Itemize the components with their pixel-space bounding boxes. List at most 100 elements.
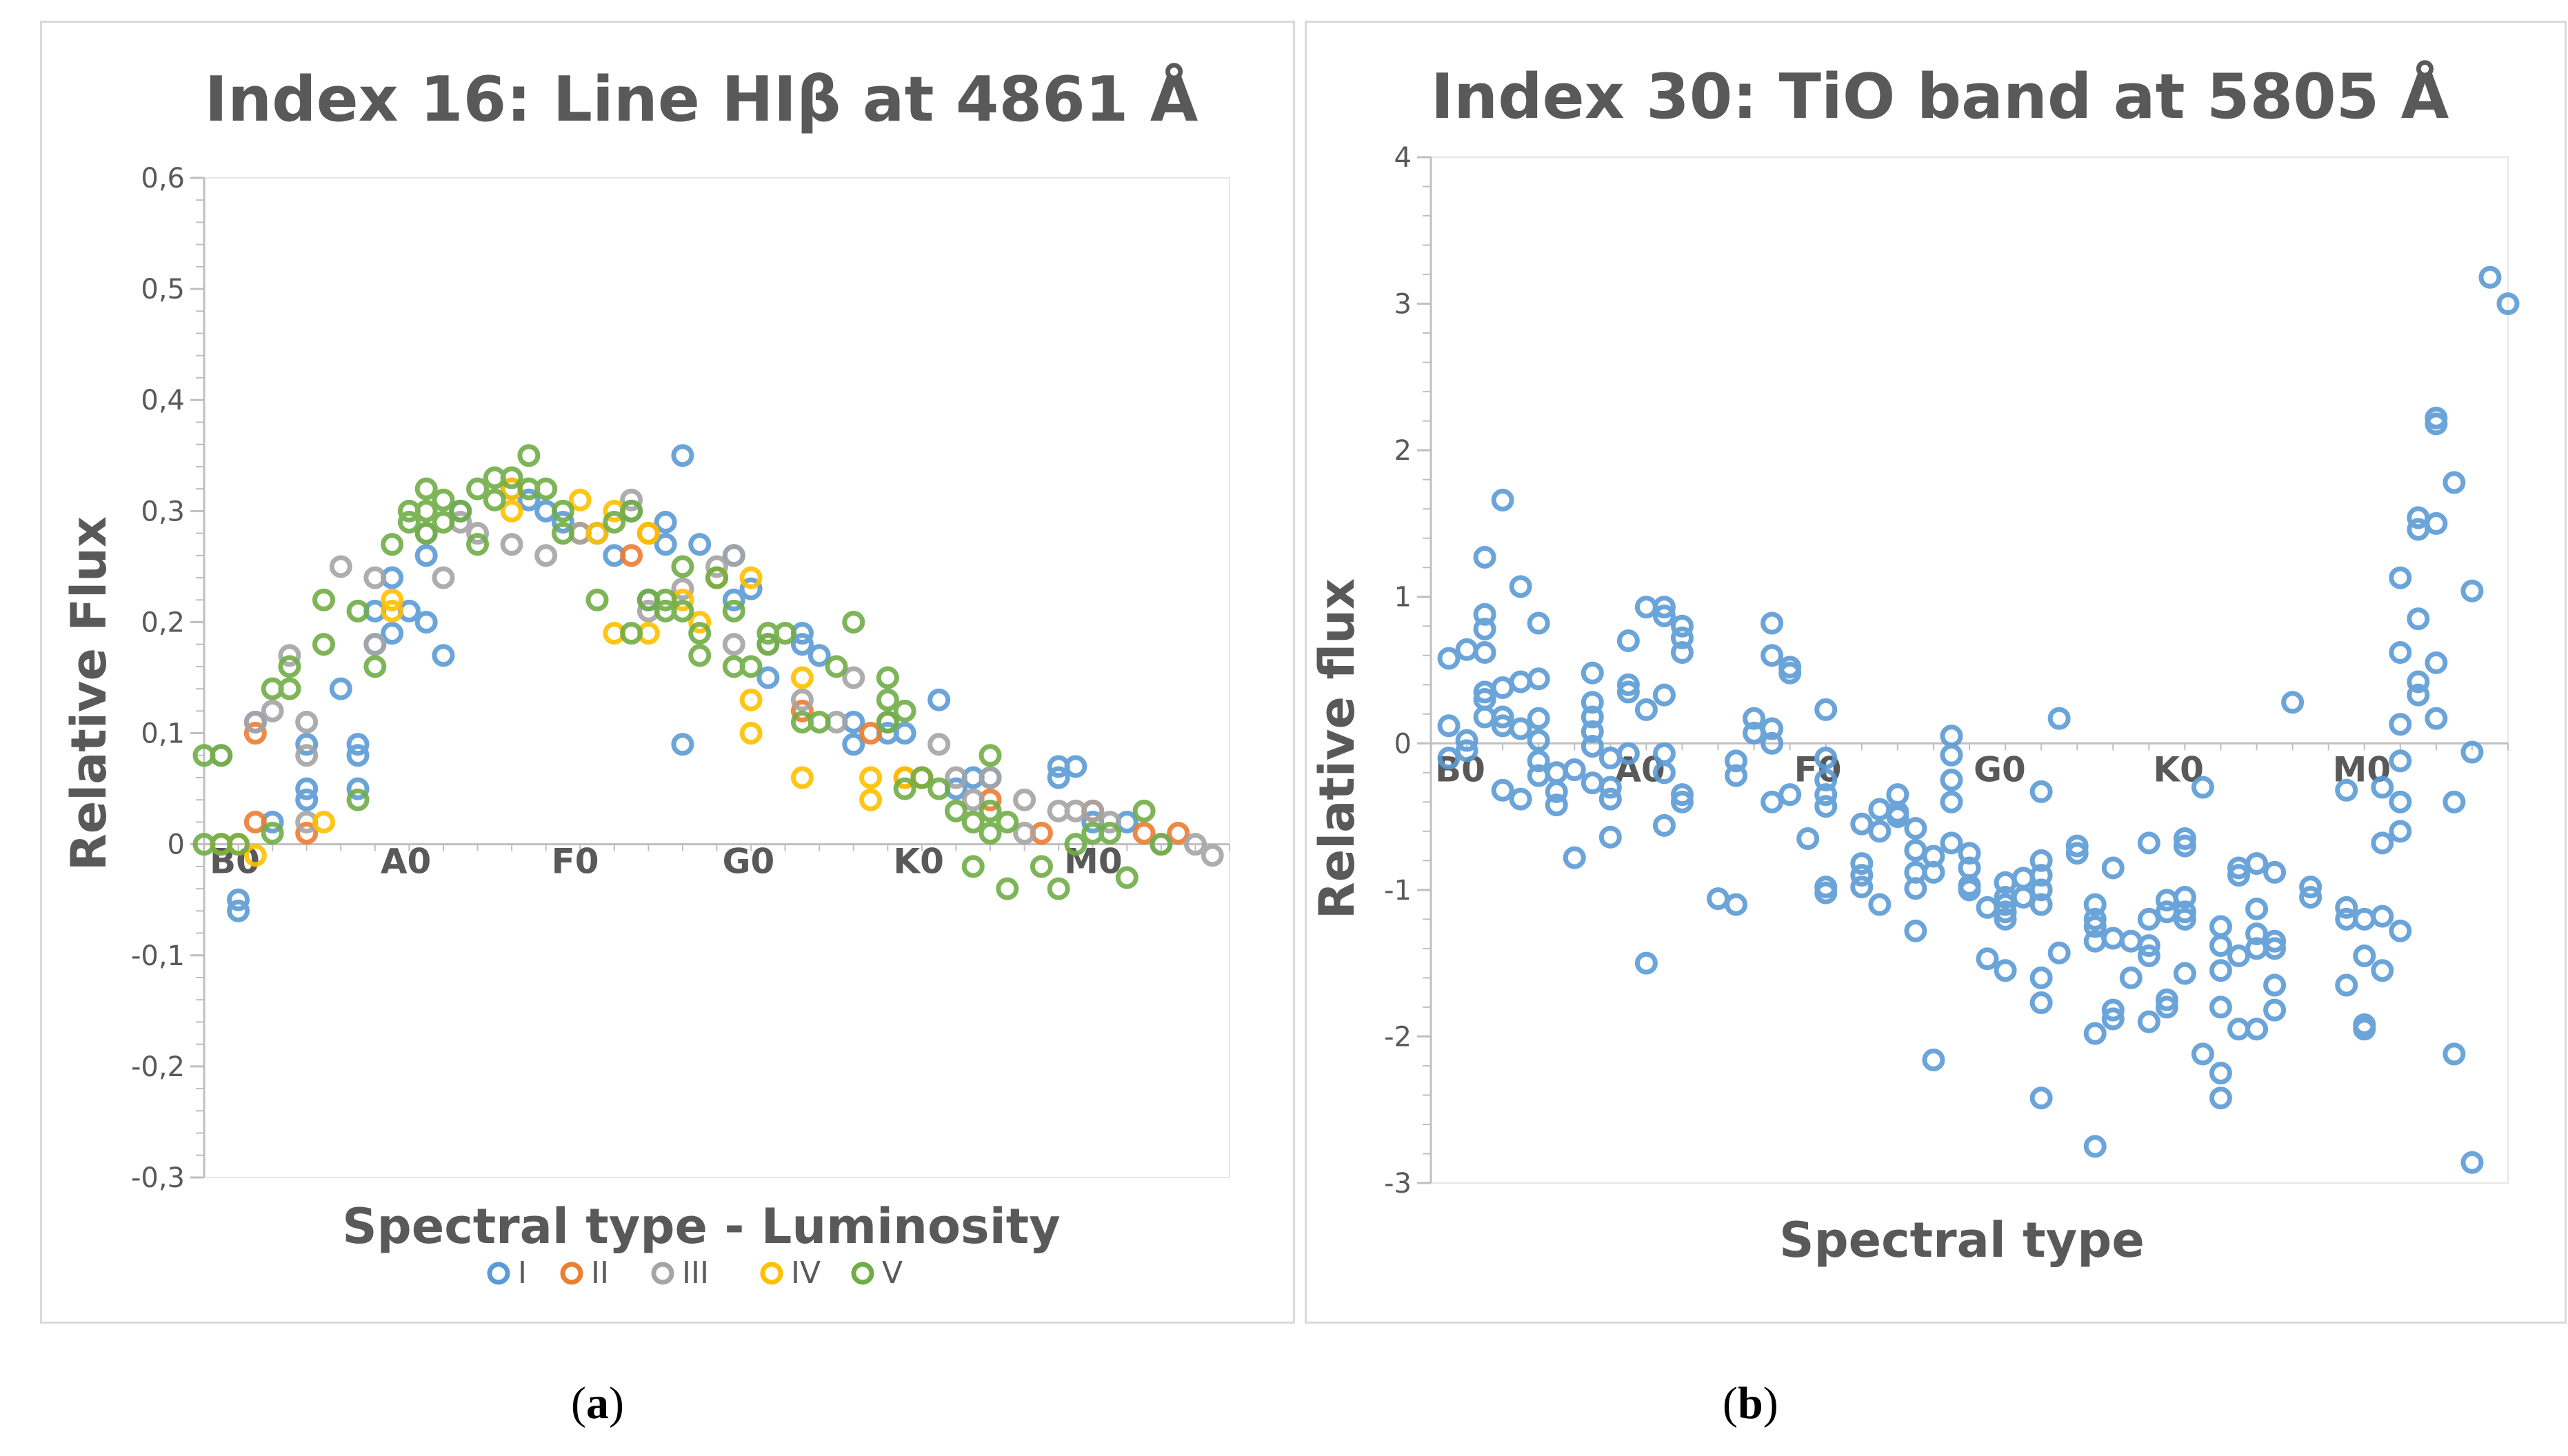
data-point (2371, 904, 2394, 928)
data-point (842, 666, 865, 689)
data-point (2137, 934, 2160, 958)
data-point (1099, 810, 1122, 833)
subfigure-label-a: (a) (571, 1378, 624, 1428)
data-point (1725, 749, 1748, 773)
data-point (2335, 973, 2358, 997)
data-point (1994, 907, 2017, 931)
data-point (2425, 651, 2448, 674)
data-point (2029, 893, 2053, 916)
data-point (346, 733, 370, 756)
data-point (227, 888, 250, 911)
data-point (1047, 877, 1070, 900)
data-point (1616, 742, 1640, 765)
data-point (876, 710, 899, 734)
y-tick-label: 2 (1394, 435, 1412, 467)
data-point (739, 655, 763, 678)
data-point (483, 488, 506, 512)
data-point (1994, 900, 2017, 924)
data-point (739, 577, 763, 600)
data-point (2137, 1010, 2160, 1033)
y-tick-label: 4 (1394, 142, 1412, 174)
data-point (585, 522, 609, 545)
data-point (944, 766, 967, 789)
data-point (295, 744, 319, 767)
series-all (1437, 265, 2520, 1174)
data-point (1940, 790, 1963, 813)
data-point (2407, 607, 2430, 631)
legend-marker (851, 1262, 874, 1285)
data-point (1183, 833, 1207, 856)
data-point (1904, 919, 1927, 942)
data-point (2083, 1022, 2107, 1045)
data-point (1922, 860, 1945, 884)
data-point (346, 744, 370, 767)
legend-marker (760, 1262, 783, 1285)
y-tick-label: 0,4 (141, 385, 185, 416)
data-point (2191, 776, 2214, 799)
plot-border (1430, 156, 2509, 1184)
data-point (654, 510, 677, 534)
data-point (295, 777, 319, 800)
data-point (790, 688, 814, 711)
data-point (620, 499, 643, 523)
data-point (2083, 915, 2107, 938)
data-point (2245, 922, 2269, 946)
data-point (1473, 640, 1496, 664)
y-tick-label: 3 (1394, 289, 1412, 321)
data-point (278, 644, 301, 667)
data-point (1976, 947, 1999, 971)
category-label: G0 (1974, 749, 2026, 789)
data-point (1761, 790, 1784, 813)
data-point (1868, 893, 1892, 916)
data-point (1743, 707, 1766, 730)
data-point (2460, 1151, 2484, 1174)
data-point (774, 622, 797, 645)
data-point (1455, 638, 1478, 661)
data-point (961, 810, 985, 833)
data-point (1491, 778, 1514, 802)
data-point (1081, 799, 1105, 822)
data-point (927, 733, 951, 756)
data-point (705, 566, 728, 589)
data-point (1652, 604, 1676, 627)
data-point (2209, 959, 2232, 982)
data-point (893, 722, 916, 745)
chart-a-x-axis-title: Spectral type - Luminosity (342, 1198, 1061, 1255)
data-point (1473, 545, 1496, 569)
data-point (2407, 683, 2430, 707)
data-point (500, 533, 523, 556)
data-point (2353, 907, 2376, 931)
data-point (2029, 849, 2053, 872)
data-point (1670, 640, 1694, 664)
data-point (346, 788, 370, 811)
data-point (2442, 790, 2466, 813)
data-point (979, 799, 1002, 822)
data-point (1527, 707, 1550, 730)
data-point (1563, 758, 1586, 782)
category-label: M0 (1064, 842, 1123, 882)
data-point (1652, 683, 1676, 707)
data-point (1616, 680, 1640, 704)
data-point (1616, 629, 1640, 652)
data-point (346, 599, 370, 623)
data-point (2209, 934, 2232, 958)
data-point (1527, 729, 1550, 752)
data-point (979, 766, 1002, 789)
data-point (2173, 834, 2196, 858)
data-point (620, 544, 643, 567)
series-V (192, 444, 1173, 900)
y-tick-label: -0,1 (131, 940, 185, 972)
data-point (2029, 864, 2053, 887)
data-point (1868, 798, 1892, 821)
data-point (1598, 787, 1622, 811)
data-point (329, 677, 352, 700)
data-point (1634, 698, 1658, 721)
data-point (2101, 1007, 2125, 1031)
data-point (551, 499, 574, 523)
data-point (2335, 778, 2358, 802)
legend-marker (560, 1262, 583, 1285)
data-point (1976, 896, 1999, 919)
data-point (1064, 755, 1087, 778)
data-point (1132, 799, 1156, 822)
data-point (1030, 855, 1053, 878)
